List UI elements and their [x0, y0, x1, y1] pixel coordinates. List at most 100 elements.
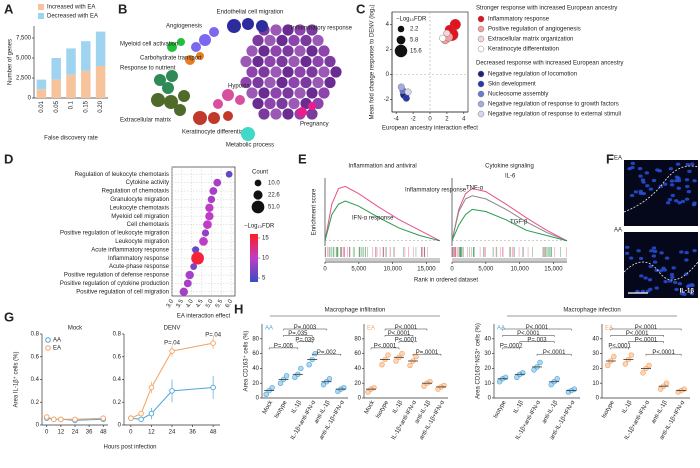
node-label: Inflammatory response — [291, 26, 353, 32]
cluster-node — [209, 27, 219, 37]
bracket — [502, 335, 555, 337]
series-line — [324, 200, 441, 242]
legend-label: Negative regulation of locomotion — [488, 72, 577, 78]
cluster-node — [185, 55, 195, 65]
x-tick-label: 0 — [129, 430, 133, 436]
cluster-node — [276, 55, 288, 68]
nucleus — [676, 186, 682, 190]
y-axis-label: Enrichment score — [312, 188, 318, 235]
cluster-node — [306, 66, 318, 78]
y-tick-label: 0 — [488, 396, 492, 402]
y-tick-label: 0.8 — [113, 332, 122, 338]
nucleus — [635, 289, 640, 294]
color-legend-title: −Log₁₀FDR — [244, 224, 275, 230]
y-tick-label: 0 — [118, 423, 122, 429]
y-tick-label: Acute-phase response — [109, 264, 170, 270]
dot — [213, 178, 222, 187]
panel: 0 0.2 0.4 0.6 0.8 0 12 24 36 48 DENV P=.04 P=.04 — [113, 326, 222, 436]
x-tick-label: 10,000 — [510, 267, 529, 273]
y-tick-label: 0 — [256, 396, 260, 402]
dot — [199, 237, 208, 246]
node-label: Extracellular matrix — [120, 118, 171, 124]
node-label: Angiogenesis — [166, 24, 202, 30]
group-title: Macrophage infection — [563, 308, 620, 314]
nucleus — [664, 256, 670, 260]
y-tick-label: Positive regulation of cytokine producti… — [60, 281, 169, 287]
y-tick-label: 7,500 — [16, 36, 32, 42]
nucleus — [655, 168, 660, 172]
nucleus — [671, 266, 676, 270]
y-tick-label: Cell chemotaxis — [127, 222, 169, 228]
x-tick-label: IL-1β — [291, 399, 303, 414]
y-tick-label: Regulation of chemotaxis — [102, 189, 169, 195]
y-tick-label: 0 — [36, 423, 40, 429]
nucleus — [651, 254, 657, 258]
x-tick-label: 0 — [323, 267, 327, 273]
cluster-node — [276, 76, 288, 89]
cluster-node — [258, 66, 270, 78]
p-value: P<.0001 — [388, 331, 411, 337]
basement-membrane — [623, 261, 699, 281]
x-tick-label: 0 — [45, 430, 49, 436]
cluster-node — [312, 55, 324, 68]
cluster-node — [294, 87, 306, 99]
size-legend-label: 5.8 — [410, 38, 419, 44]
legend-marker — [45, 345, 51, 351]
y-tick-label: 10 — [592, 381, 599, 387]
nucleus — [645, 184, 650, 188]
nucleus — [633, 190, 639, 194]
nucleus — [652, 249, 658, 253]
nucleus — [652, 260, 658, 264]
point — [326, 376, 333, 382]
node-label: Hypoxia — [228, 84, 250, 90]
p-value: P=.003 — [527, 337, 547, 343]
cluster-node — [288, 97, 300, 110]
p-value: P=.0002 — [500, 344, 523, 350]
nucleus — [670, 193, 676, 198]
cluster-node — [294, 24, 306, 36]
cluster-node — [258, 45, 270, 57]
x-axis-label: False discovery rate — [44, 136, 98, 142]
x-tick-label: 5,000 — [478, 267, 494, 273]
x-tick-label: 5,000 — [351, 267, 367, 273]
dot — [191, 251, 204, 265]
p-value: P=.005 — [274, 344, 294, 350]
y-tick-label: Myeloid cell migration — [111, 214, 169, 220]
point — [100, 415, 107, 421]
legend-marker — [477, 100, 485, 108]
y-tick-label: 10 — [484, 381, 491, 387]
y-tick-label: 4 — [386, 22, 390, 28]
series-line — [324, 185, 441, 242]
point — [537, 359, 543, 366]
nucleus — [676, 176, 681, 180]
node-label: Myeloid cell activation — [120, 42, 178, 48]
series-label: TGF-β — [510, 220, 528, 226]
nucleus — [648, 264, 653, 269]
point — [263, 391, 269, 397]
point — [611, 353, 617, 360]
cluster-node — [270, 108, 282, 120]
cluster-node — [252, 97, 264, 110]
legend-marker — [477, 25, 485, 33]
cluster-node — [213, 99, 223, 109]
count-legend-label: 51.0 — [268, 205, 280, 211]
cluster-node — [306, 24, 318, 36]
y-tick-label: Positive regulation of defense response — [64, 273, 170, 279]
legend-label: Decreased with EA — [47, 14, 98, 20]
rank-gradient — [452, 258, 567, 261]
cluster-node — [282, 66, 294, 78]
y-tick-label: 0.6 — [31, 354, 40, 360]
x-tick-label: Isotype — [274, 399, 289, 419]
point — [269, 384, 275, 391]
legend-marker — [477, 110, 485, 118]
size-legend-label: 2.2 — [410, 27, 419, 33]
image-label: EA — [614, 156, 622, 162]
legend-label: Inflammatory response — [488, 17, 550, 23]
p-value: P=.039 — [295, 337, 315, 343]
image-label: AA — [614, 228, 622, 234]
point — [138, 416, 144, 423]
series-line — [451, 208, 568, 242]
nucleus — [685, 184, 690, 189]
cluster-node — [222, 89, 234, 101]
